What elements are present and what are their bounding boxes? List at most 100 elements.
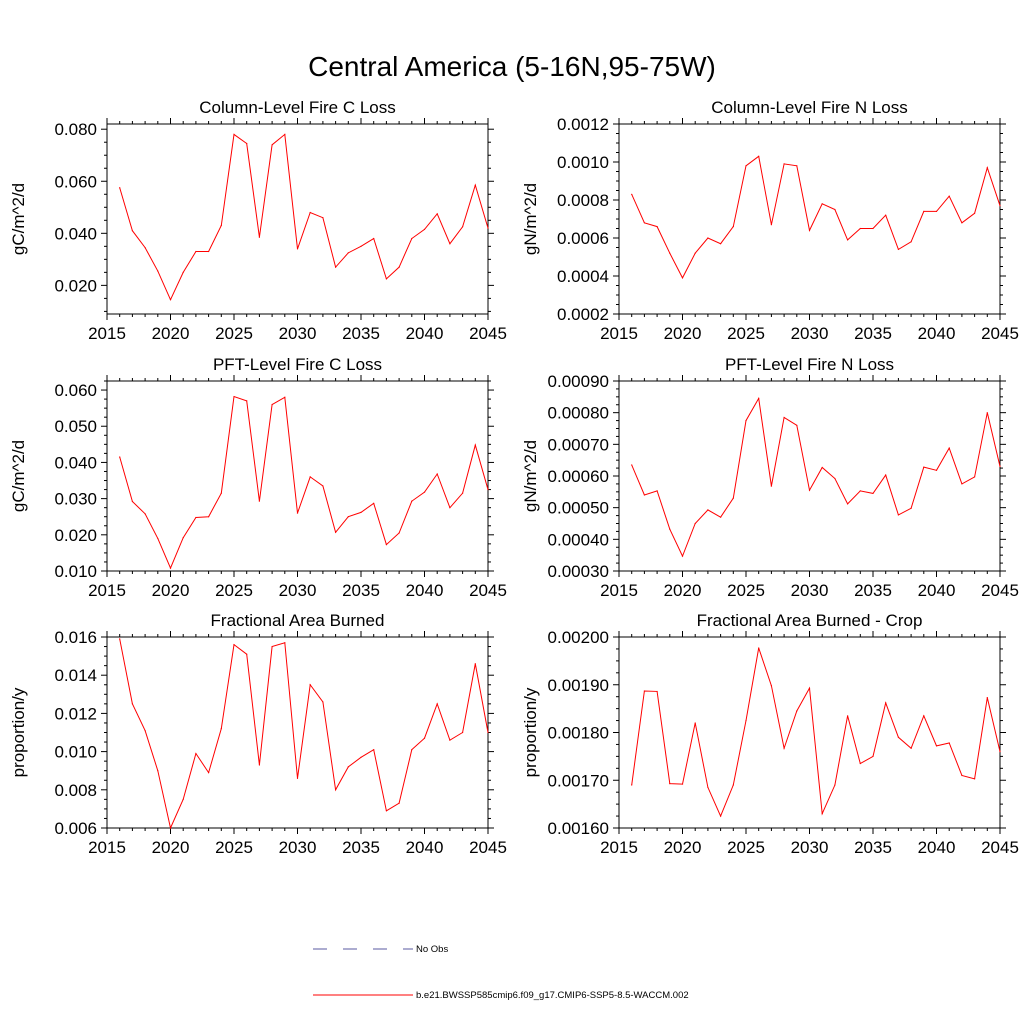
data-point-2030 (808, 489, 811, 491)
data-point-2029 (796, 710, 798, 712)
data-point-2020 (681, 783, 684, 785)
data-point-2023 (208, 772, 210, 774)
data-point-2017 (643, 690, 646, 692)
y-axis-label: proportion/y (9, 687, 28, 777)
chart-panel-5: Fractional Area Burned proportion/y 2015 20… (9, 611, 507, 857)
y-tick-label: 0.008 (54, 781, 97, 800)
legend-series-label: b.e21.BWSSP585cmip6.f09_g17.CMIP6-SSP5-8… (416, 990, 689, 1001)
data-point-2021 (694, 722, 696, 724)
data-point-2024 (732, 784, 734, 786)
data-point-2022 (707, 237, 709, 239)
data-point-2023 (208, 516, 210, 518)
chart-panel-1: Column-Level Fire C Loss gC/m^2/d 2015 2020… (9, 98, 507, 343)
data-point-2042 (961, 483, 963, 485)
x-tick-label: 2020 (152, 838, 190, 857)
x-tick-label: 2040 (406, 324, 444, 343)
data-point-2022 (195, 752, 197, 755)
panel-title: Fractional Area Burned (211, 611, 385, 630)
data-point-2019 (669, 528, 671, 530)
data-point-2028 (271, 144, 273, 146)
panel-title: PFT-Level Fire C Loss (213, 355, 382, 374)
x-tick-label: 2030 (791, 838, 829, 857)
y-axis-label: gN/m^2/d (521, 440, 540, 512)
series-line (119, 133, 489, 301)
x-tick-label: 2035 (854, 324, 892, 343)
data-point-2032 (834, 208, 836, 211)
data-point-2024 (732, 226, 734, 228)
data-point-2036 (885, 214, 887, 216)
figure-title: Central America (5-16N,95-75W) (308, 51, 716, 82)
data-point-2034 (347, 252, 349, 254)
data-point-2028 (271, 403, 273, 406)
data-point-2038 (398, 266, 400, 268)
x-tick-label: 2025 (727, 324, 765, 343)
data-point-2017 (131, 230, 133, 232)
data-point-2029 (284, 396, 286, 398)
data-point-2025 (233, 644, 235, 646)
x-tick-label: 2030 (279, 581, 317, 600)
y-axis-label: gC/m^2/d (9, 183, 28, 255)
data-point-2031 (821, 466, 823, 469)
legend-no-obs-label: No Obs (416, 944, 448, 955)
data-point-2020 (681, 277, 684, 279)
data-point-2035 (872, 227, 874, 230)
x-tick-label: 2035 (854, 838, 892, 857)
data-point-2036 (373, 749, 375, 751)
data-point-2017 (643, 222, 646, 224)
plot-frame (618, 636, 1001, 829)
data-point-2041 (436, 703, 438, 705)
data-point-2029 (284, 642, 286, 644)
data-point-2021 (182, 798, 184, 800)
data-point-2019 (669, 252, 671, 254)
y-axis-label: gC/m^2/d (9, 440, 28, 512)
data-point-2041 (948, 447, 950, 449)
data-point-2037 (385, 810, 387, 812)
x-tick-label: 2015 (600, 324, 638, 343)
data-point-2044 (986, 167, 988, 169)
data-point-2033 (847, 239, 849, 241)
data-point-2034 (859, 490, 861, 492)
x-tick-label: 2040 (406, 581, 444, 600)
data-point-2032 (322, 217, 324, 219)
series-line (631, 647, 1001, 818)
data-point-2041 (436, 213, 438, 215)
data-point-2042 (449, 243, 451, 245)
y-tick-label: 0.040 (54, 224, 97, 243)
x-tick-label: 2025 (727, 581, 765, 600)
data-point-2027 (258, 500, 260, 502)
y-tick-label: 0.016 (54, 628, 97, 647)
data-point-2030 (296, 248, 299, 250)
data-point-2028 (783, 163, 785, 165)
data-point-2035 (872, 492, 874, 495)
data-point-2040 (423, 228, 426, 231)
y-tick-label: 0.0006 (557, 229, 609, 248)
x-tick-label: 2015 (88, 581, 126, 600)
legend: No Obs b.e21.BWSSP585cmip6.f09_g17.CMIP6… (313, 944, 689, 1001)
data-point-2044 (474, 663, 476, 665)
data-point-2018 (144, 513, 146, 515)
y-tick-label: 0.012 (54, 704, 97, 723)
x-tick-label: 2025 (215, 324, 253, 343)
data-point-2030 (808, 229, 811, 231)
y-tick-label: 0.00090 (548, 372, 609, 391)
data-point-2031 (309, 684, 311, 686)
y-tick-label: 0.014 (54, 666, 97, 685)
data-point-2019 (157, 270, 159, 272)
data-point-2025 (233, 395, 235, 398)
x-tick-label: 2035 (342, 324, 380, 343)
data-point-2023 (720, 815, 722, 817)
data-point-2028 (783, 416, 785, 419)
y-axis-label: proportion/y (521, 687, 540, 777)
data-point-2040 (423, 491, 426, 493)
data-point-2025 (745, 419, 747, 422)
data-point-2037 (897, 248, 900, 250)
data-point-2025 (745, 719, 747, 722)
y-tick-label: 0.00040 (548, 530, 609, 549)
x-tick-label: 2045 (981, 581, 1019, 600)
y-tick-label: 0.00200 (548, 628, 609, 647)
y-tick-label: 0.050 (54, 417, 97, 436)
y-tick-label: 0.010 (54, 562, 97, 581)
data-point-2030 (296, 777, 299, 779)
data-point-2024 (220, 728, 222, 730)
